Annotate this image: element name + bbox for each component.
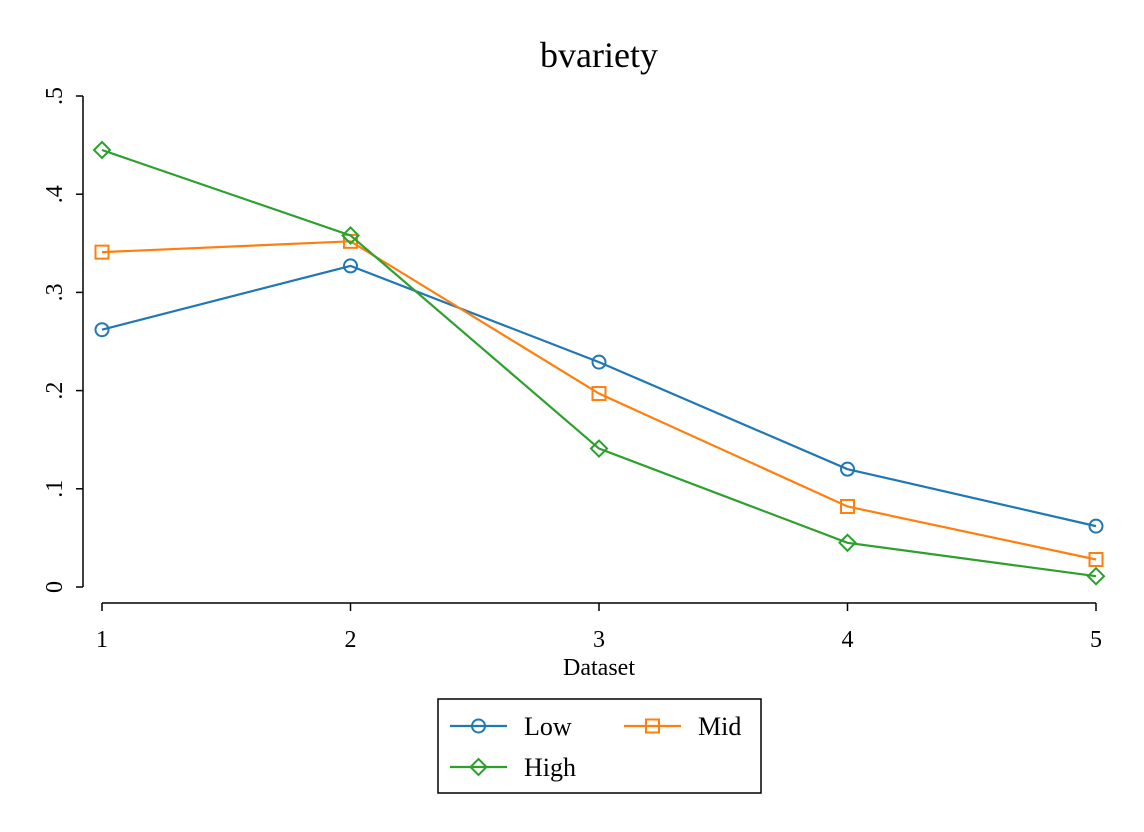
- series-mid-point: [840, 498, 855, 514]
- series-low-point: [840, 461, 855, 477]
- x-tick-label: 2: [345, 627, 357, 653]
- x-axis-title: Dataset: [563, 655, 635, 681]
- series-high: [92, 140, 1106, 586]
- x-tick-label: 3: [593, 627, 605, 653]
- x-tick-label: 5: [1090, 627, 1102, 653]
- legend-item-mid: Mid: [624, 712, 741, 741]
- legend-box: [437, 698, 762, 794]
- y-tick-label: .4: [42, 185, 68, 203]
- series-high-point: [341, 226, 360, 245]
- series-low: [94, 258, 1104, 534]
- legend-mid-label: Mid: [698, 712, 741, 741]
- series-low-point: [1088, 518, 1104, 534]
- series-mid-point: [1088, 552, 1104, 568]
- x-axis: 1 2 3 4 5: [96, 602, 1102, 653]
- chart-title: bvariety: [540, 35, 658, 75]
- x-tick-label: 4: [842, 627, 854, 653]
- series-mid-point: [94, 244, 110, 260]
- legend-mid-marker: [645, 718, 660, 734]
- legend-low-marker: [471, 718, 486, 734]
- series-mid-point: [591, 386, 607, 402]
- legend-item-low: Low: [450, 712, 572, 741]
- x-tick-label: 1: [96, 627, 108, 653]
- series-high-line: [101, 148, 1097, 578]
- series-low-line: [101, 264, 1097, 528]
- y-tick-label: 0: [42, 581, 68, 593]
- legend-item-high: High: [450, 753, 576, 782]
- series-low-point: [343, 258, 358, 274]
- series-high-point: [838, 533, 857, 553]
- legend-items: Low Mid High: [450, 712, 741, 782]
- y-ticks: 0 .1 .2 .3 .4 .5: [42, 87, 83, 593]
- legend: Low Mid High: [437, 698, 762, 794]
- legend-low-label: Low: [524, 712, 572, 741]
- legend-high-label: High: [524, 753, 576, 782]
- legend-high-marker: [469, 757, 488, 777]
- series-high-point: [1086, 566, 1106, 586]
- y-axis: 0 .1 .2 .3 .4 .5: [42, 87, 84, 593]
- y-tick-label: .5: [42, 87, 68, 105]
- series-high-point: [589, 439, 609, 458]
- series-low-point: [591, 354, 607, 370]
- series-mid-line: [101, 240, 1097, 561]
- y-tick-label: .3: [42, 283, 68, 301]
- y-tick-label: .2: [42, 382, 68, 400]
- series-low-point: [94, 322, 110, 338]
- series-high-point: [92, 140, 112, 160]
- x-ticks: 1 2 3 4 5: [96, 603, 1102, 653]
- y-tick-label: .1: [42, 480, 68, 498]
- series-layer: [92, 140, 1106, 586]
